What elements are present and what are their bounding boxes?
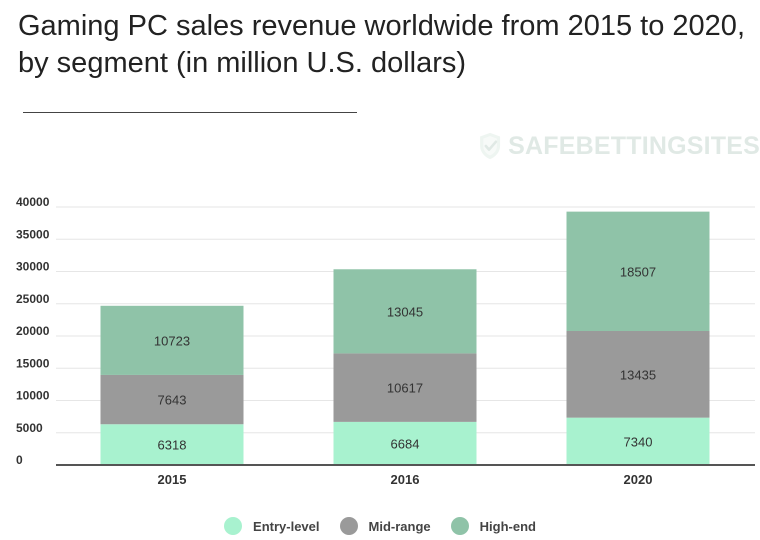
- bar-segment: [333, 421, 477, 465]
- stacked-bar-chart: 0 5000 10000 15000 20000 25000 30000 35000 40000…: [16, 195, 755, 487]
- data-label: 7643: [158, 393, 187, 408]
- legend-swatch: [450, 517, 469, 535]
- legend-item: Entry-level: [224, 517, 320, 535]
- legend-label: Mid-range: [368, 518, 431, 534]
- data-label: 18507: [620, 264, 656, 279]
- bar-segment: [100, 424, 244, 465]
- data-label: 13435: [620, 367, 656, 382]
- y-tick-label: 5000: [16, 421, 43, 435]
- legend-item: Mid-range: [339, 517, 431, 535]
- x-tick-label: 2020: [624, 472, 653, 487]
- bar-segment: [333, 353, 477, 422]
- x-tick-label: 2016: [391, 472, 420, 487]
- legend-label: Entry-level: [253, 518, 320, 534]
- shield-check-icon: [480, 132, 501, 160]
- x-tick-label: 2015: [158, 472, 187, 487]
- legend-swatch: [224, 517, 243, 535]
- bar-segment: [100, 305, 244, 375]
- data-label: 6318: [158, 438, 187, 453]
- watermark-logo: SAFEBETTINGSITES: [478, 116, 760, 176]
- y-tick-label: 10000: [16, 389, 50, 403]
- chart-title: Gaming PC sales revenue worldwide from 2…: [18, 10, 745, 79]
- legend-label: High-end: [479, 518, 536, 534]
- chart-legend: Entry-level Mid-range High-end: [0, 512, 760, 540]
- data-label: 13045: [387, 304, 423, 319]
- bar-segment: [566, 417, 710, 465]
- bar-segment: [566, 331, 710, 418]
- data-label: 10723: [154, 333, 190, 348]
- y-tick-label: 20000: [16, 324, 50, 338]
- y-tick-label: 40000: [16, 195, 50, 209]
- y-tick-label: 0: [16, 453, 23, 467]
- y-tick-label: 35000: [16, 227, 50, 241]
- bar-segment: [333, 269, 477, 354]
- bar-segment: [566, 211, 710, 332]
- y-tick-label: 30000: [16, 260, 50, 274]
- y-tick-label: 15000: [16, 356, 50, 370]
- data-label: 10617: [387, 381, 423, 396]
- data-label: 7340: [624, 434, 653, 449]
- legend-swatch: [339, 517, 358, 535]
- data-label: 6684: [391, 436, 420, 451]
- legend-item: High-end: [450, 517, 536, 535]
- title-divider: [23, 112, 357, 113]
- watermark-text: SAFEBETTINGSITES: [508, 131, 760, 160]
- bar-segment: [100, 374, 244, 425]
- y-tick-label: 25000: [16, 292, 50, 306]
